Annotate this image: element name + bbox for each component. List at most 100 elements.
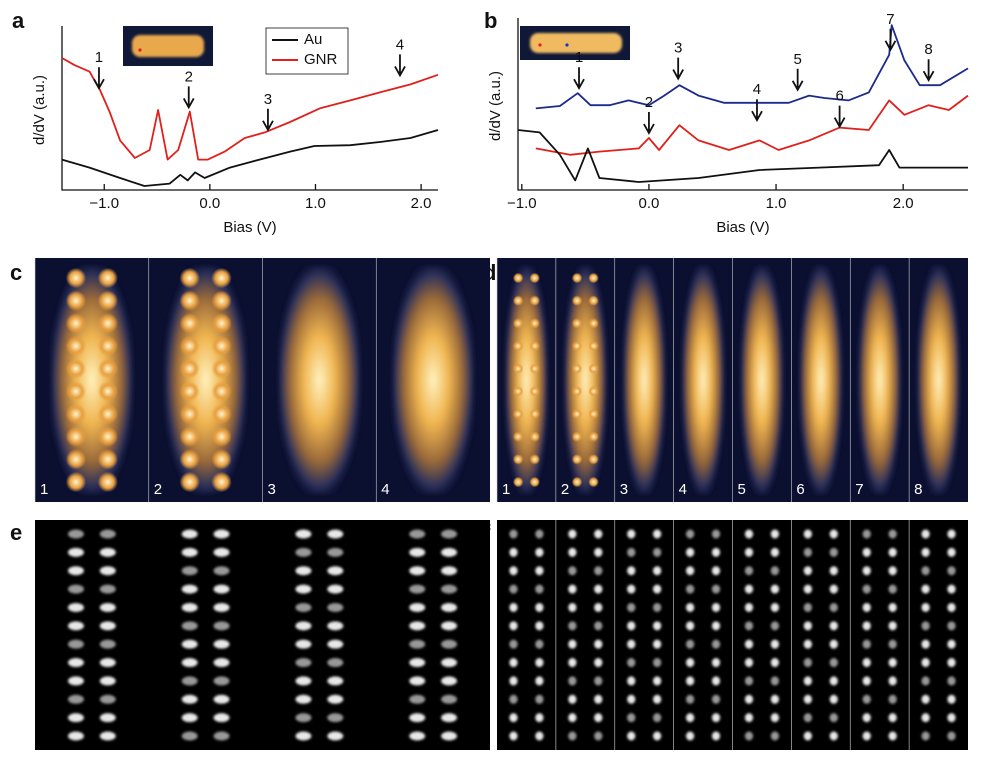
x-tick-label: 0.0: [199, 195, 220, 212]
x-tick-label: 0.0: [639, 195, 660, 212]
sim-lobe: [653, 603, 661, 612]
stm-glow: [564, 266, 606, 494]
sim-lobe: [100, 585, 116, 594]
sim-lobe: [327, 640, 343, 649]
arrow: [835, 106, 845, 127]
sim-lobe: [712, 640, 720, 649]
sim-lobe: [594, 713, 602, 722]
sim-lobe: [594, 566, 602, 575]
sim-lobe: [100, 640, 116, 649]
arrow: [395, 54, 405, 75]
sim-lobe: [568, 566, 576, 575]
stm-lobe: [211, 449, 231, 469]
sim-lobe: [830, 621, 838, 630]
stm-lobe: [529, 431, 540, 442]
sim-lobe: [295, 676, 311, 685]
sim-lobe: [100, 548, 116, 557]
sim-lobe: [771, 713, 779, 722]
sim-lobe: [327, 585, 343, 594]
stm-lobe: [179, 358, 199, 378]
sim-lobe: [509, 658, 517, 667]
sim-lobe: [686, 621, 694, 630]
sim-lobe: [509, 585, 517, 594]
stm-lobe: [529, 477, 540, 488]
sim-lobe: [627, 695, 635, 704]
sim-lobe: [509, 732, 517, 741]
stm-lobe: [513, 431, 524, 442]
sim-lobe: [182, 732, 198, 741]
sim-lobe: [535, 548, 543, 557]
sim-lobe: [712, 713, 720, 722]
stm-map: 4: [376, 258, 490, 502]
sim-lobe: [830, 585, 838, 594]
sim-lobe: [182, 566, 198, 575]
sim-lobe: [182, 548, 198, 557]
sim-lobe: [771, 658, 779, 667]
sim-lobe: [441, 676, 457, 685]
sim-lobe: [68, 695, 84, 704]
sim-lobe: [889, 585, 897, 594]
sim-lobe: [509, 530, 517, 539]
y-axis-label: d/dV (a.u.): [31, 75, 48, 145]
sim-lobe: [947, 640, 955, 649]
sim-lobe: [712, 621, 720, 630]
sim-lobe: [568, 621, 576, 630]
sim-lobe: [804, 658, 812, 667]
sim-lobe: [863, 585, 871, 594]
sim-lobe: [214, 585, 230, 594]
stm-lobe: [179, 336, 199, 356]
stm-lobe: [513, 386, 524, 397]
stm-lobe: [513, 409, 524, 420]
tile-label: 2: [154, 481, 162, 498]
sim-lobe: [295, 566, 311, 575]
arrow: [263, 109, 273, 130]
sim-lobe: [889, 732, 897, 741]
stm-lobe: [211, 336, 231, 356]
sim-lobe: [771, 603, 779, 612]
sim-lobe: [830, 695, 838, 704]
sim-lobe: [771, 695, 779, 704]
sim-lobe: [947, 603, 955, 612]
sim-lobe: [889, 695, 897, 704]
sim-lobe: [100, 676, 116, 685]
sim-lobe: [594, 676, 602, 685]
sim-lobe: [441, 548, 457, 557]
sim-lobe: [295, 603, 311, 612]
sim-lobe: [745, 640, 753, 649]
stm-lobe: [588, 341, 599, 352]
stm-lobe: [179, 404, 199, 424]
sim-lobe: [863, 732, 871, 741]
sim-lobe: [327, 530, 343, 539]
stm-lobe: [66, 381, 86, 401]
x-tick-label: 2.0: [411, 195, 432, 212]
sim-lobe: [921, 695, 929, 704]
stm-glow: [278, 266, 360, 494]
sim-lobe: [804, 566, 812, 575]
stm-lobe: [529, 318, 540, 329]
tile-label: 7: [855, 481, 863, 498]
stm-lobe: [98, 404, 118, 424]
sim-lobe: [594, 621, 602, 630]
sim-lobe: [441, 585, 457, 594]
stm-lobe: [66, 268, 86, 288]
sim-lobe: [627, 676, 635, 685]
sim-lobe: [409, 566, 425, 575]
stm-lobe: [211, 313, 231, 333]
sim-lobe: [535, 566, 543, 575]
stm-lobe: [66, 449, 86, 469]
sim-lobe: [295, 621, 311, 630]
sim-lobe: [68, 548, 84, 557]
sim-lobe: [182, 676, 198, 685]
sim-lobe: [535, 585, 543, 594]
annotation: 1: [575, 49, 583, 66]
sim-lobe: [686, 713, 694, 722]
sim-lobe: [889, 566, 897, 575]
sim-lobe: [594, 585, 602, 594]
stm-lobe: [572, 295, 583, 306]
tile-label: 8: [914, 481, 922, 498]
stm-lobe: [529, 409, 540, 420]
stm-map: 7: [850, 258, 909, 502]
sim-lobe: [100, 621, 116, 630]
sim-lobe: [627, 732, 635, 741]
sim-lobe: [712, 695, 720, 704]
